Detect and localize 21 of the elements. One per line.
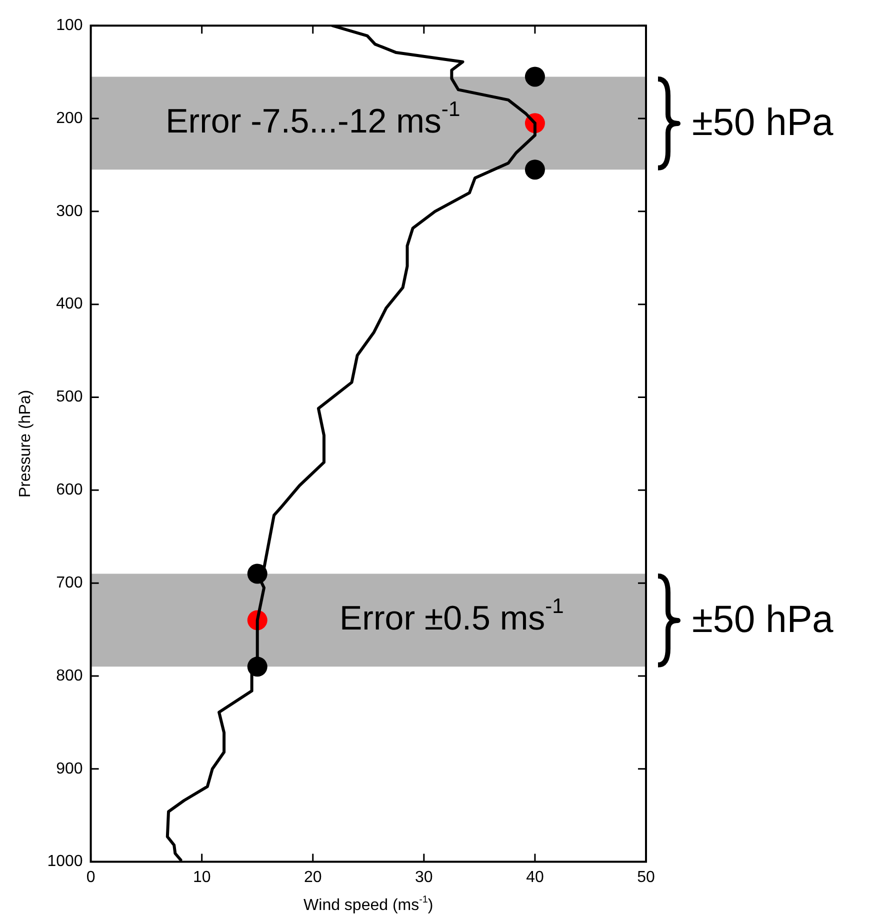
text: ±50 hPa (692, 598, 834, 644)
x-tick-label: 10 (192, 868, 211, 886)
y-axis-title: Pressure (hPa) (17, 390, 34, 498)
x-tick-label: 50 (637, 868, 655, 886)
x-tick-label: 20 (304, 868, 322, 886)
y-tick-label: 900 (56, 760, 83, 778)
x-tick-label: 40 (526, 868, 544, 886)
y-tick-label: 500 (56, 388, 83, 406)
text: ±50 hPa (692, 101, 834, 146)
y-tick-label: 400 (56, 296, 83, 313)
y-tick-label: 300 (56, 202, 83, 220)
y-tick-label: 600 (56, 482, 83, 499)
point (524, 160, 545, 180)
x-tick-label: 0 (86, 868, 96, 886)
y-tick-label: 700 (56, 574, 83, 592)
y-tick-label: 200 (56, 110, 83, 127)
y-tick-label: 1000 (47, 853, 83, 870)
point (524, 66, 545, 87)
y-tick-label: 800 (56, 667, 83, 684)
x-tick-label: 30 (415, 868, 433, 886)
y-tick-label: 100 (56, 17, 83, 34)
